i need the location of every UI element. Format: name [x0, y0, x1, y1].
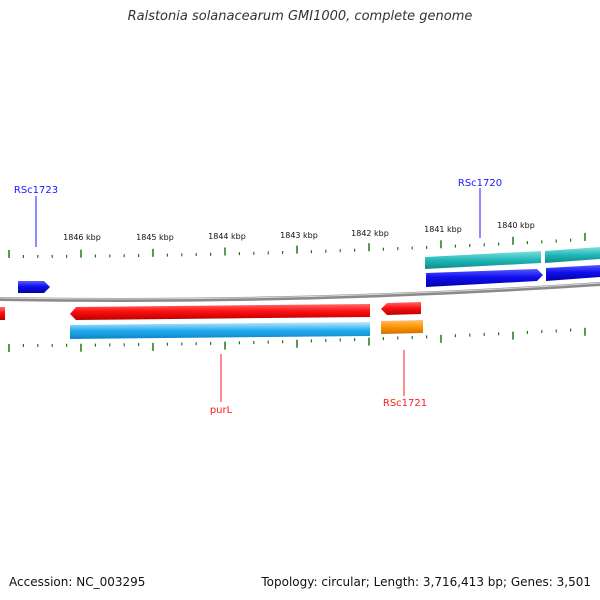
ruler-label-1846: 1846 kbp	[63, 233, 101, 242]
map-title: Ralstonia solanacearum GMI1000, complete…	[127, 9, 473, 24]
ruler-label-1840: 1840 kbp	[497, 221, 535, 230]
gene-feature-rsc1720[interactable]	[425, 251, 541, 269]
ruler-label-1844: 1844 kbp	[208, 232, 246, 241]
ruler-label-1845: 1845 kbp	[136, 233, 174, 242]
cds-feature-rsc1720[interactable]	[426, 269, 543, 287]
misc-feature-rsc1721[interactable]	[381, 320, 423, 334]
gene-label-purl[interactable]: purL	[210, 405, 233, 416]
genome-backbone-highlight	[0, 282, 600, 300]
cds-feature-left-edge[interactable]	[0, 307, 5, 320]
cds-feature-rsc1723[interactable]	[18, 281, 50, 293]
cds-feature-rsc1721[interactable]	[381, 302, 421, 315]
gene-label-rsc1721[interactable]: RSc1721	[383, 398, 427, 409]
genome-summary: Topology: circular; Length: 3,716,413 bp…	[261, 575, 591, 589]
accession-label: Accession: NC_003295	[9, 575, 146, 589]
ruler-label-1843: 1843 kbp	[280, 231, 318, 240]
gene-label-rsc1720[interactable]: RSc1720	[458, 178, 502, 189]
gene-label-rsc1723[interactable]: RSc1723	[14, 185, 58, 196]
gene-feature-purl[interactable]	[70, 322, 370, 339]
cds-feature-purl[interactable]	[70, 304, 370, 320]
ruler-ticks-top	[8, 232, 586, 258]
ruler-label-1842: 1842 kbp	[351, 229, 389, 238]
gene-feature-right-edge[interactable]	[545, 247, 600, 263]
cds-feature-right-edge[interactable]	[546, 265, 600, 281]
genome-backbone	[0, 282, 600, 302]
ruler-label-1841: 1841 kbp	[424, 225, 462, 234]
ruler-ticks-bottom	[8, 327, 586, 352]
